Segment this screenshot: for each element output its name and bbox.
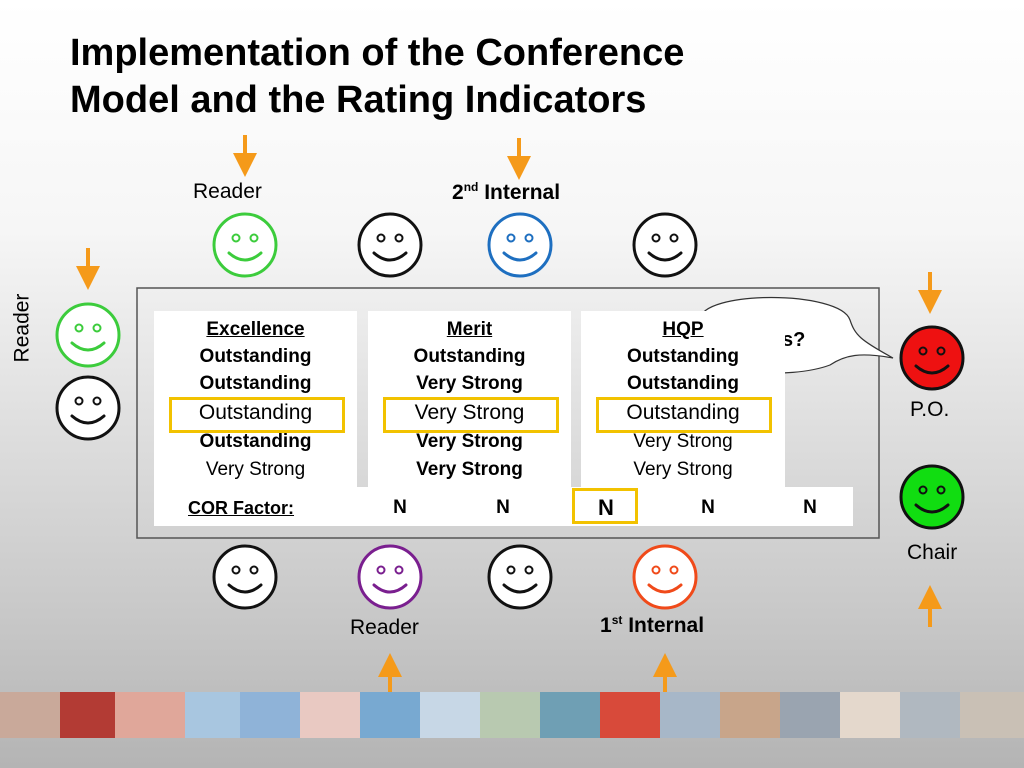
arrows xyxy=(76,135,942,692)
title-line: Implementation of the Conference xyxy=(70,32,685,74)
column-header: Merit xyxy=(446,319,493,340)
column-header: Excellence xyxy=(206,319,305,340)
rating: Very Strong xyxy=(416,373,523,394)
face xyxy=(212,212,278,278)
column-panel: Excellence Outstanding Outstanding Outst… xyxy=(154,311,357,487)
face xyxy=(899,464,965,530)
rating: Outstanding xyxy=(199,373,312,394)
face xyxy=(487,212,553,278)
highlight xyxy=(596,397,772,433)
rating: Outstanding xyxy=(627,346,739,367)
cor-strip: COR Factor: N N N N N xyxy=(154,487,853,526)
rating: Very Strong xyxy=(414,401,525,424)
face xyxy=(357,212,423,278)
model-box xyxy=(136,287,880,539)
cor-value: N xyxy=(701,497,715,518)
role: Internal xyxy=(484,181,561,204)
title: Implementation of the Conference Model a… xyxy=(70,30,684,124)
role-label: P.O. xyxy=(910,398,950,421)
cor-value: N xyxy=(496,497,510,518)
role-label: 2nd Internal xyxy=(452,180,560,205)
rating: Outstanding xyxy=(199,346,312,367)
role: Internal xyxy=(628,614,705,637)
bubble-text: s? xyxy=(782,329,806,351)
face xyxy=(899,325,965,391)
face xyxy=(212,544,278,610)
rating: Very Strong xyxy=(416,459,523,480)
cor-value: N xyxy=(393,497,407,518)
faces xyxy=(55,212,965,610)
rating: Outstanding xyxy=(413,346,526,367)
rating: Very Strong xyxy=(633,459,733,480)
face xyxy=(55,302,121,368)
rating: Outstanding xyxy=(626,401,740,424)
title-line: Model and the Rating Indicators xyxy=(70,79,647,121)
role-label: Reader xyxy=(350,616,419,639)
role-label: Reader xyxy=(193,180,262,203)
highlight xyxy=(383,397,559,433)
decor-strip xyxy=(0,692,1024,738)
column-panel: Merit Outstanding Very Strong Very Stron… xyxy=(368,311,571,487)
rating: Very Strong xyxy=(633,431,733,452)
cor-value: N xyxy=(803,497,817,518)
ordinal-suffix: nd xyxy=(463,180,479,194)
column-header: HQP xyxy=(662,319,704,340)
face xyxy=(55,375,121,441)
rating: Outstanding xyxy=(198,401,313,424)
face xyxy=(487,544,553,610)
role-label: 1st Internal xyxy=(600,613,704,638)
ordinal: 2 xyxy=(452,181,464,204)
role-label: Chair xyxy=(907,541,958,564)
face xyxy=(357,544,423,610)
rating: Outstanding xyxy=(627,373,739,394)
face xyxy=(632,212,698,278)
column-panel: HQP Outstanding Outstanding Outstanding … xyxy=(581,311,785,487)
cor-label: COR Factor: xyxy=(188,498,295,518)
highlight xyxy=(572,488,638,524)
ordinal-suffix: st xyxy=(611,613,623,627)
role-label: Reader xyxy=(10,293,34,363)
rating: Very Strong xyxy=(205,459,306,480)
cor-value: N xyxy=(598,495,614,520)
ordinal: 1 xyxy=(600,614,612,637)
rating: Very Strong xyxy=(416,431,523,452)
highlight xyxy=(169,397,345,433)
rating: Outstanding xyxy=(199,431,312,452)
face xyxy=(632,544,698,610)
